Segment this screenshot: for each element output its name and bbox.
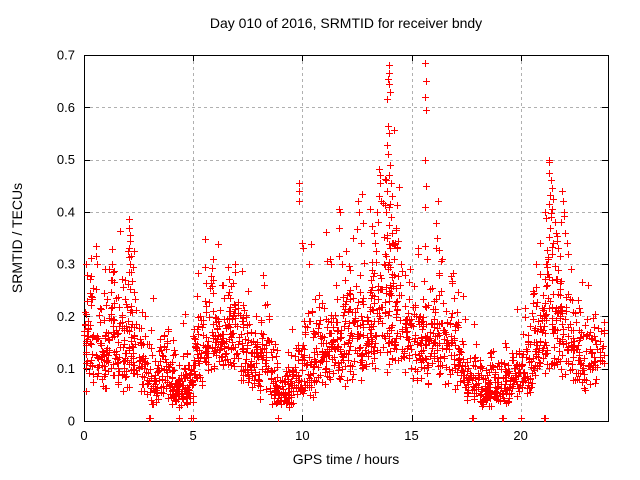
grid-lines [84, 55, 608, 421]
y-tick-label: 0.2 [57, 309, 75, 324]
y-tick-label: 0.7 [57, 48, 75, 63]
x-tick-label: 20 [513, 428, 527, 443]
y-tick-label: 0.4 [57, 204, 75, 219]
chart-title: Day 010 of 2016, SRMTID for receiver bnd… [209, 15, 483, 31]
y-tick-label: 0.5 [57, 152, 75, 167]
x-tick-label: 15 [404, 428, 418, 443]
y-tick-label: 0.6 [57, 100, 75, 115]
y-tick-label: 0.1 [57, 361, 75, 376]
plot-border [84, 55, 609, 422]
x-tick-label: 10 [295, 428, 309, 443]
y-tick-label: 0.3 [57, 257, 75, 272]
x-tick-label: 0 [80, 428, 87, 443]
x-axis-title: GPS time / hours [292, 451, 400, 467]
x-tick-label: 5 [190, 428, 197, 443]
y-tick-label: 0 [68, 414, 75, 429]
scatter-points [81, 60, 608, 422]
